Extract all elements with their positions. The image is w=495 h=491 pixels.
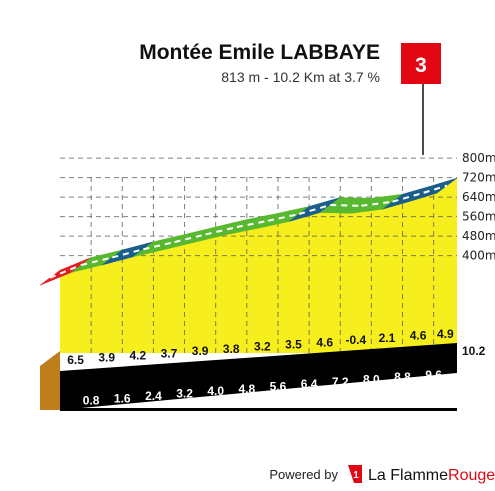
segment-gradient-label: 2.1 [379, 331, 396, 345]
category-badge-flag [401, 43, 441, 84]
km-label: 9.6 [425, 368, 442, 382]
km-end-label: 10.2 [462, 344, 486, 358]
km-label: 7.2 [332, 375, 349, 389]
y-tick-label: 800m [462, 151, 495, 165]
segment-gradient-label: 6.5 [67, 353, 84, 367]
profile-labels: 400m 480m 560m 640m 720m 800m 6.5 3.9 4.2 3.7 3.9 3… [67, 151, 495, 407]
segment-gradient-label: 3.5 [285, 338, 302, 352]
center-dash-line [298, 204, 331, 215]
segment-gradient-label: 3.7 [161, 346, 178, 360]
km-label: 2.4 [145, 389, 162, 403]
km-label: 8.0 [363, 372, 380, 386]
profile-top-surface [39, 177, 458, 286]
y-tick-label: 720m [462, 171, 495, 185]
segment-gradient-label: 3.9 [192, 344, 209, 358]
segment-gradient-label: 4.2 [129, 349, 146, 363]
climb-subtitle: 813 m - 10.2 Km at 3.7 % [221, 69, 380, 85]
segment-gradient-label: 4.6 [410, 329, 427, 343]
km-label: 0.8 [83, 394, 100, 408]
center-dash-line [361, 200, 393, 207]
km-label: 3.2 [176, 387, 193, 401]
y-tick-label: 640m [462, 190, 495, 204]
center-dash-line [174, 233, 206, 244]
center-dash-line [267, 213, 300, 222]
center-dash-line [236, 219, 269, 229]
km-label: 4.0 [207, 384, 224, 398]
km-band [60, 343, 457, 410]
segment-gradient-label: 4.6 [316, 335, 333, 349]
segment-gradient-label: 4.9 [437, 327, 454, 341]
km-label: 5.6 [270, 380, 287, 394]
brand-prefix: La Flamme [368, 467, 448, 484]
y-tick-label: 480m [462, 229, 495, 243]
svg-text:1: 1 [353, 470, 359, 481]
y-tick-label: 400m [462, 249, 495, 263]
segment-gradient-label: 3.2 [254, 340, 271, 354]
profile-wall [60, 178, 457, 353]
center-dash-line [205, 226, 238, 236]
center-dash-line [49, 264, 82, 279]
center-dash-line [423, 184, 448, 194]
brand-suffix: Rouge [448, 467, 495, 484]
segment-gradient-label: -0.4 [345, 333, 366, 347]
km-label: 4.8 [238, 382, 255, 396]
category-badge: 3 [415, 54, 427, 77]
y-tick-label: 560m [462, 210, 495, 224]
profile-front [40, 343, 457, 411]
center-dash-line [143, 241, 175, 251]
km-label: 6.4 [301, 377, 318, 391]
powered-by-label: Powered by [269, 467, 338, 482]
climb-title: Montée Emile LABBAYE [139, 41, 380, 64]
center-dash-line [112, 248, 144, 259]
segment-gradient-label: 3.8 [223, 342, 240, 356]
km-label: 8.8 [394, 370, 411, 384]
center-dash-line [392, 191, 424, 203]
profile-base-end [40, 351, 60, 410]
center-dash-line [80, 256, 113, 267]
center-dash-line [330, 204, 362, 207]
wall-fill [60, 178, 457, 353]
brand-name: La FlammeRouge [368, 467, 495, 484]
segment-gradient-label: 3.9 [98, 351, 115, 365]
km-label: 1.6 [114, 391, 131, 405]
flamme-rouge-logo-icon: 1 [348, 465, 362, 483]
km-band-edge [60, 408, 457, 411]
